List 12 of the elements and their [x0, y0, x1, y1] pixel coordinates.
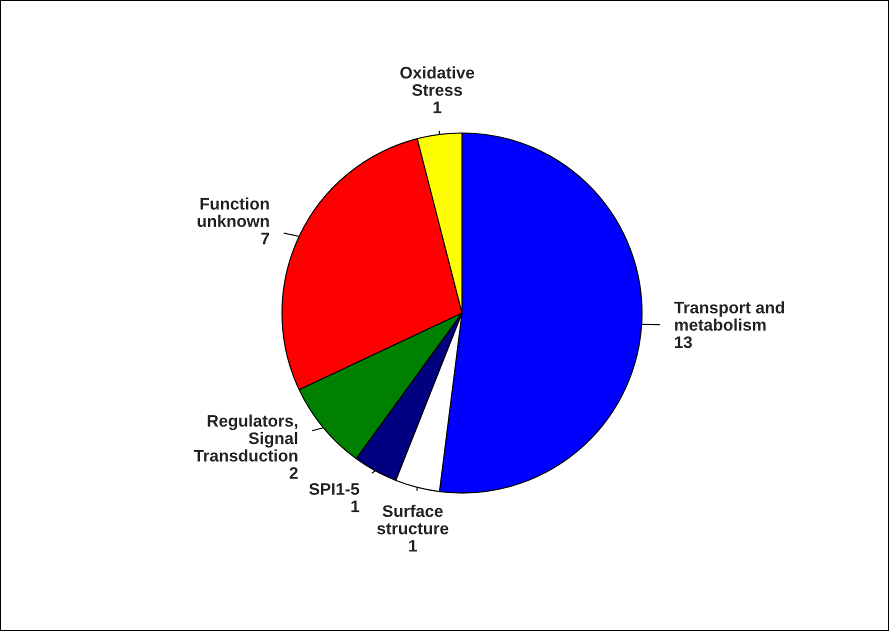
- data-label: 1: [351, 500, 360, 512]
- slice-label: Oxidative Stress: [400, 66, 474, 96]
- slice-label: Transport and metabolism: [674, 301, 784, 331]
- slice-label: Function unknown: [198, 197, 269, 228]
- data-label: 13: [675, 336, 692, 348]
- data-label: 2: [290, 467, 298, 479]
- slice-label: Surface structure: [377, 504, 448, 534]
- slice-label: Regulators, Signal Transduction: [194, 414, 298, 462]
- data-label: 7: [261, 232, 270, 244]
- data-label: 1: [434, 102, 442, 114]
- slice-label: SPI1-5: [309, 483, 360, 495]
- data-label: 1: [409, 540, 417, 552]
